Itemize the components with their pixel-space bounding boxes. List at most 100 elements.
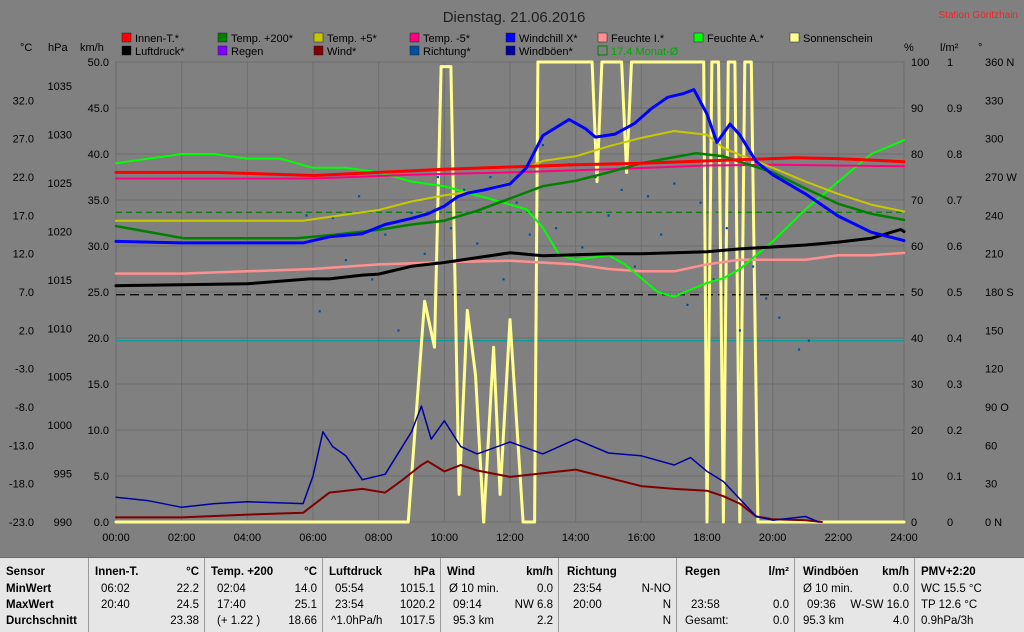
stats-unit-druck: hPa (413, 566, 435, 578)
x-tick-label: 16:00 (628, 532, 656, 544)
x-tick-label: 24:00 (890, 532, 918, 544)
legend-label: Luftdruck* (135, 46, 185, 58)
richtung-val-3: N (662, 615, 671, 627)
legend-item: Temp. +5* (313, 32, 378, 45)
legend-item: Windböen* (505, 45, 574, 58)
direction-point (778, 316, 781, 319)
regen-val: 0.0 (773, 599, 789, 611)
series-temp-5 (115, 130, 905, 222)
boeen-10min: 0.0 (893, 583, 909, 595)
legend-swatch (313, 45, 324, 56)
stats-header-innen: Innen-T. (95, 566, 139, 578)
stats-row-min: MinWert (6, 583, 52, 595)
percent-tick-label: 100 (911, 57, 929, 69)
legend-label: Windböen* (519, 46, 574, 58)
innen-min-time: 06:02 (101, 583, 130, 595)
unit-percent: % (904, 42, 914, 54)
direction-point (765, 297, 768, 300)
stats-header-pmv: PMV+2:20 (921, 566, 976, 578)
degree-tick-label: 360 N (985, 57, 1014, 69)
wind-distance: 95.3 km (453, 615, 494, 627)
axis-unit-labels: °C hPa km/h % l/m² ° (20, 42, 982, 54)
direction-point (476, 242, 479, 245)
legend-label: Feuchte I.* (611, 33, 665, 45)
grid (115, 61, 905, 523)
legend-label: Richtung* (423, 46, 471, 58)
degree-tick-label: 90 O (985, 402, 1009, 414)
x-tick-label: 04:00 (234, 532, 262, 544)
x-tick-label: 14:00 (562, 532, 590, 544)
series-luftdruck (114, 228, 906, 288)
legend-item: Richtung* (409, 45, 471, 58)
pmv-pressure-trend: 0.9hPa/3h (921, 615, 974, 627)
lm2-tick-label: 0.8 (947, 149, 962, 161)
stats-header-temp: Temp. +200 (211, 566, 274, 578)
wind-10min-label: Ø 10 min. (449, 583, 499, 595)
x-tick-label: 10:00 (431, 532, 459, 544)
lm2-tick-label: 0.6 (947, 241, 962, 253)
innen-min: 22.2 (176, 583, 199, 595)
lm2-tick-label: 0.2 (947, 425, 962, 437)
degree-tick-label: 300 (985, 134, 1003, 146)
legend-label: Wind* (327, 46, 357, 58)
stats-col-temp: Temp. +200 °C 02:04 14.0 17:40 25.1 (+ 1.22… (204, 558, 323, 632)
series-windchill-x (114, 88, 906, 245)
legend-label: 17.4 Monat-Ø (611, 46, 679, 58)
percent-tick-label: 0 (911, 517, 917, 529)
temp-avg: 18.66 (288, 615, 317, 627)
celsius-tick-label: 7.0 (19, 287, 34, 299)
celsius-tick-label: -3.0 (15, 364, 34, 376)
legend-label: Sonnenschein (803, 33, 873, 45)
kmh-tick-label: 15.0 (88, 379, 109, 391)
legend-swatch (121, 45, 132, 56)
legend-item: Windchill X* (505, 32, 578, 45)
legend-item: Innen-T.* (121, 32, 180, 45)
direction-point (541, 144, 545, 147)
direction-point (371, 278, 374, 281)
stats-unit-wind: km/h (526, 566, 553, 578)
legend-swatch (409, 45, 420, 56)
stats-col-druck: Luftdruck hPa 05:54 1015.1 23:54 1020.2 ^1.… (322, 558, 441, 632)
hpa-tick-label: 990 (54, 517, 72, 529)
innen-max-time: 20:40 (101, 599, 130, 611)
hpa-tick-label: 995 (54, 469, 72, 481)
legend: Innen-T.* Temp. +200* Temp. +5* Temp. -5* Wi… (121, 32, 873, 58)
percent-tick-label: 80 (911, 149, 923, 161)
druck-avg: 1017.5 (399, 615, 435, 627)
stats-col-innen: Innen-T. °C 06:02 22.2 20:40 24.5 23.38 (88, 558, 205, 632)
celsius-tick-label: 17.0 (13, 210, 34, 222)
temp-max: 25.1 (294, 599, 317, 611)
boeen-10min-label: Ø 10 min. (803, 583, 853, 595)
statistics-panel: Sensor MinWert MaxWert Durchschnitt Inne… (0, 557, 1024, 632)
stats-unit-regen: l/m² (768, 566, 789, 578)
regen-total-label: Gesamt: (685, 615, 729, 627)
direction-point (357, 195, 361, 198)
unit-celsius: °C (20, 42, 32, 54)
wind-max: NW 6.8 (514, 599, 553, 611)
legend-item: Temp. -5* (409, 32, 471, 45)
degree-tick-label: 180 S (985, 287, 1014, 299)
stats-header-richtung: Richtung (567, 566, 617, 578)
richtung-val-1: N-NO (641, 583, 671, 595)
degree-tick-label: 270 W (985, 172, 1017, 184)
temp-avg-note: (+ 1.22 ) (217, 615, 261, 627)
legend-item: 17.4 Monat-Ø (597, 45, 679, 58)
station-name: Station Göritzhain (939, 10, 1019, 21)
direction-point (463, 188, 466, 191)
druck-min-time: 05:54 (335, 583, 364, 595)
stats-header-boeen: Windböen (803, 566, 859, 578)
innen-avg: 23.38 (170, 615, 199, 627)
series-temp-200 (114, 151, 906, 240)
celsius-tick-label: 2.0 (19, 325, 34, 337)
axes: 00:00 02:00 04:00 06:00 08:00 10:00 12:00 14:00… (9, 57, 1017, 544)
direction-point (449, 227, 453, 230)
degree-tick-label: 60 (985, 440, 997, 452)
lm2-tick-label: 0 (947, 517, 953, 529)
legend-label: Temp. +5* (327, 33, 378, 45)
series-feuchte-i (114, 251, 906, 275)
direction-point (554, 227, 558, 230)
unit-hpa: hPa (48, 42, 68, 54)
legend-swatch (789, 32, 800, 43)
legend-item: Regen (217, 45, 263, 58)
direction-point (807, 339, 810, 342)
